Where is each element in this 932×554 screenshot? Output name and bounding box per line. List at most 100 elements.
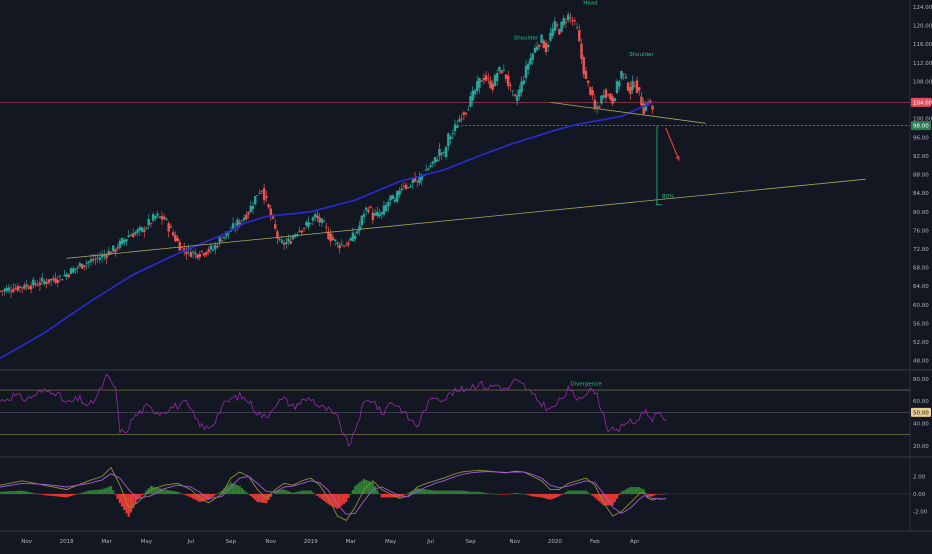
candle-body[interactable] — [356, 231, 359, 234]
candle-body[interactable] — [649, 100, 652, 103]
candle-body[interactable] — [309, 223, 312, 225]
candle-body[interactable] — [502, 70, 506, 71]
candle-body[interactable] — [349, 238, 352, 241]
candle-body[interactable] — [538, 44, 541, 47]
candle-body[interactable] — [507, 75, 510, 87]
candle-body[interactable] — [127, 235, 130, 238]
candle-body[interactable] — [487, 78, 490, 80]
candle-body[interactable] — [562, 18, 565, 25]
candle-body[interactable] — [491, 83, 494, 90]
candle-body[interactable] — [0, 290, 2, 292]
candle-body[interactable] — [83, 265, 86, 267]
candle-body[interactable] — [535, 46, 539, 51]
candle-body[interactable] — [65, 274, 68, 278]
candle-body[interactable] — [409, 186, 412, 187]
candle-body[interactable] — [313, 214, 317, 218]
candle-body[interactable] — [229, 231, 233, 232]
candle-body[interactable] — [254, 196, 257, 205]
candle-body[interactable] — [100, 254, 104, 258]
candle-body[interactable] — [622, 73, 625, 75]
candle-body[interactable] — [566, 14, 570, 21]
candle-body[interactable] — [200, 250, 204, 252]
candle-body[interactable] — [296, 233, 299, 235]
candle-body[interactable] — [553, 21, 557, 31]
candle-body[interactable] — [336, 242, 339, 244]
candle-body[interactable] — [276, 231, 279, 239]
candle-body[interactable] — [165, 218, 168, 220]
candle-body[interactable] — [369, 206, 372, 209]
candle-body[interactable] — [143, 229, 146, 232]
candle-body[interactable] — [549, 32, 552, 41]
candle-body[interactable] — [331, 237, 335, 240]
candle-body[interactable] — [436, 159, 439, 162]
candle-body[interactable] — [429, 165, 432, 167]
candle-body[interactable] — [613, 98, 617, 102]
candle-body[interactable] — [442, 152, 446, 153]
candle-body[interactable] — [329, 233, 332, 242]
candle-body[interactable] — [23, 285, 26, 289]
candle-body[interactable] — [60, 279, 64, 281]
candle-body[interactable] — [27, 286, 31, 289]
candle-body[interactable] — [626, 82, 630, 91]
candle-body[interactable] — [373, 213, 377, 216]
candle-body[interactable] — [49, 278, 53, 281]
candle-body[interactable] — [105, 255, 108, 259]
candle-body[interactable] — [571, 20, 574, 22]
candle-body[interactable] — [163, 216, 166, 220]
candle-body[interactable] — [300, 230, 304, 233]
candle-body[interactable] — [265, 196, 268, 198]
candle-body[interactable] — [58, 275, 62, 277]
candle-body[interactable] — [611, 96, 614, 104]
candle-body[interactable] — [400, 188, 403, 191]
candle-body[interactable] — [205, 251, 208, 255]
candle-body[interactable] — [391, 195, 395, 199]
candle-body[interactable] — [67, 274, 71, 278]
candle-body[interactable] — [273, 224, 277, 229]
candle-body[interactable] — [411, 179, 415, 183]
candle-body[interactable] — [362, 214, 366, 218]
candle-body[interactable] — [358, 225, 361, 231]
candle-body[interactable] — [74, 268, 77, 270]
candle-body[interactable] — [504, 74, 508, 79]
candle-body[interactable] — [258, 192, 261, 194]
candle-body[interactable] — [269, 208, 273, 217]
candle-body[interactable] — [156, 213, 159, 216]
candle-body[interactable] — [125, 239, 128, 242]
candle-body[interactable] — [600, 95, 603, 104]
candle-body[interactable] — [63, 275, 66, 276]
candle-body[interactable] — [305, 222, 308, 226]
candle-body[interactable] — [558, 29, 561, 35]
candle-body[interactable] — [542, 40, 546, 49]
candle-body[interactable] — [584, 71, 588, 79]
candle-body[interactable] — [604, 89, 608, 98]
candle-body[interactable] — [418, 177, 421, 184]
candle-body[interactable] — [278, 239, 281, 241]
candle-body[interactable] — [289, 240, 292, 244]
candle-body[interactable] — [560, 21, 563, 32]
candle-body[interactable] — [453, 124, 457, 132]
candle-body[interactable] — [524, 65, 528, 78]
candle-body[interactable] — [320, 218, 324, 223]
candle-body[interactable] — [131, 233, 135, 238]
candle-body[interactable] — [420, 174, 423, 181]
candle-body[interactable] — [345, 245, 348, 246]
candle-body[interactable] — [298, 230, 301, 232]
candle-body[interactable] — [202, 253, 206, 256]
candle-body[interactable] — [376, 211, 379, 216]
candle-body[interactable] — [387, 201, 390, 207]
candle-body[interactable] — [529, 58, 532, 65]
candle-body[interactable] — [509, 85, 512, 87]
candle-body[interactable] — [467, 109, 470, 111]
candle-body[interactable] — [249, 205, 253, 213]
candle-body[interactable] — [32, 279, 35, 286]
candle-body[interactable] — [651, 105, 654, 110]
candle-body[interactable] — [251, 206, 255, 209]
candle-body[interactable] — [218, 237, 221, 243]
candle-body[interactable] — [91, 259, 95, 261]
candle-body[interactable] — [384, 204, 388, 211]
candle-body[interactable] — [123, 239, 126, 243]
candle-body[interactable] — [478, 77, 481, 88]
candle-body[interactable] — [378, 213, 381, 217]
candle-body[interactable] — [311, 217, 315, 221]
